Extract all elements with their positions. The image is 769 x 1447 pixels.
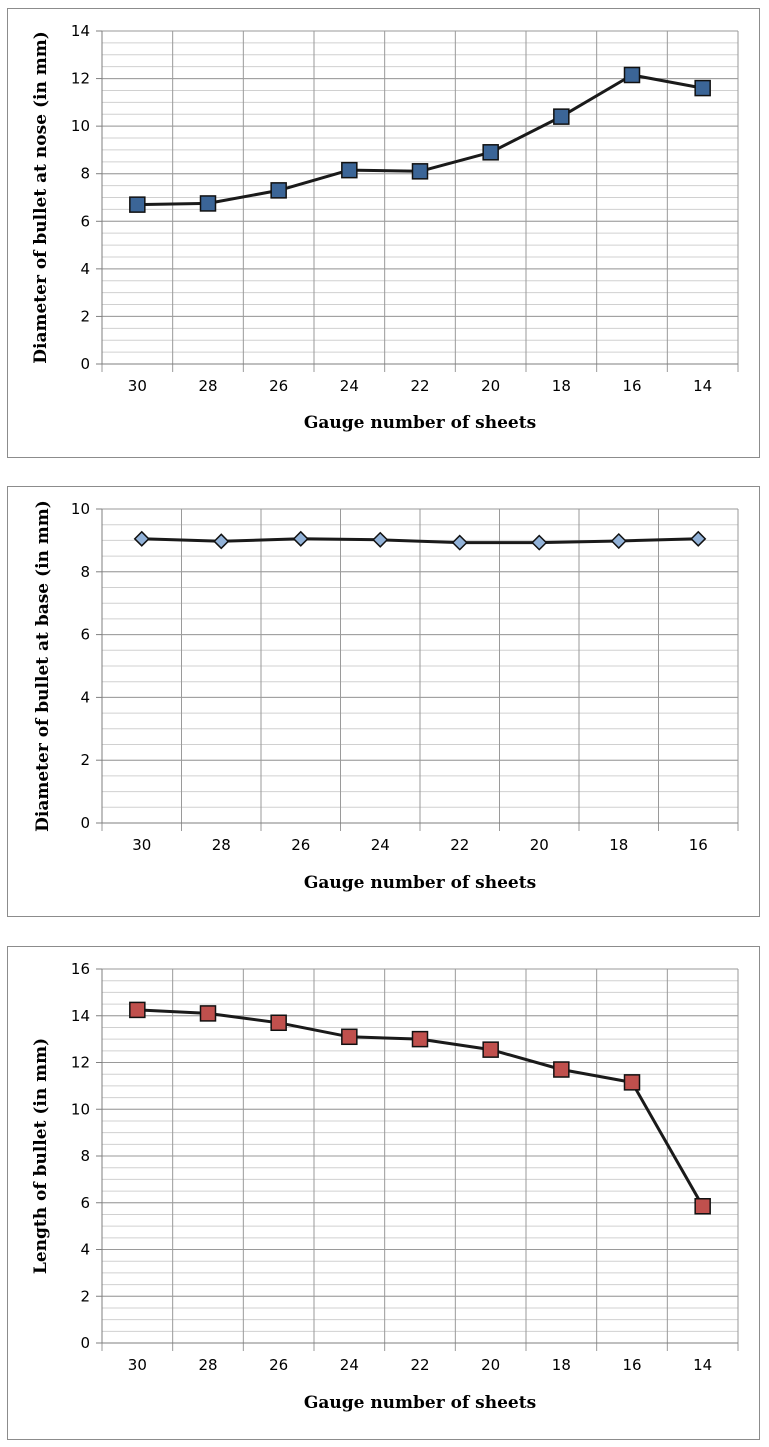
x-tick-label: 30 xyxy=(132,836,151,854)
x-tick-label: 26 xyxy=(269,1356,288,1374)
x-tick-label: 16 xyxy=(622,1356,641,1374)
x-tick-label: 28 xyxy=(198,1356,217,1374)
x-tick-label: 20 xyxy=(530,836,549,854)
y-tick-label: 0 xyxy=(80,355,90,373)
y-tick-label: 2 xyxy=(80,307,90,325)
y-tick-label: 16 xyxy=(71,960,90,978)
data-point xyxy=(694,1198,711,1215)
x-tick-label: 22 xyxy=(410,1356,429,1374)
x-tick-label: 22 xyxy=(410,377,429,395)
major-gridlines xyxy=(102,968,738,1344)
data-point xyxy=(482,144,499,161)
data-point xyxy=(623,66,641,84)
y-tick-label: 8 xyxy=(80,165,90,183)
y-tick-label: 0 xyxy=(80,1334,90,1352)
data-point xyxy=(610,532,627,550)
data-point xyxy=(372,531,389,548)
x-tick-label: 18 xyxy=(552,377,571,395)
y-axis-title: Length of bullet (in mm) xyxy=(31,1038,51,1274)
y-tick-label: 12 xyxy=(71,1054,90,1072)
y-tick-label: 0 xyxy=(80,814,90,832)
data-point xyxy=(129,196,146,213)
x-tick-label: 16 xyxy=(622,377,641,395)
x-tick-label: 30 xyxy=(128,377,147,395)
y-tick-label: 2 xyxy=(80,1287,90,1305)
y-tick-label: 8 xyxy=(80,1147,90,1165)
x-tick-label: 24 xyxy=(340,377,359,395)
y-axis-title: Diameter of bullet at nose (in mm) xyxy=(31,31,51,363)
data-point xyxy=(133,530,150,547)
y-tick-label: 4 xyxy=(80,688,90,706)
data-point xyxy=(129,1001,146,1019)
y-tick-label: 10 xyxy=(71,500,90,518)
y-axis-title: Diameter of bullet at base (in mm) xyxy=(33,500,53,832)
x-tick-label: 14 xyxy=(693,1356,712,1374)
y-tick-label: 14 xyxy=(71,22,90,40)
x-tick-label: 26 xyxy=(269,377,288,395)
data-point xyxy=(411,163,429,180)
data-point xyxy=(690,530,707,547)
y-tick-label: 4 xyxy=(80,260,90,278)
data-point xyxy=(199,1005,217,1022)
y-tick-label: 6 xyxy=(80,212,90,230)
x-tick-label: 28 xyxy=(212,836,231,854)
y-tick-label: 4 xyxy=(80,1241,90,1259)
x-axis-title: Gauge number of sheets xyxy=(304,873,536,893)
data-point xyxy=(270,182,287,199)
data-point xyxy=(292,530,309,547)
x-axis-title: Gauge number of sheets xyxy=(304,1393,536,1413)
data-point xyxy=(213,533,230,550)
x-tick-label: 26 xyxy=(291,836,310,854)
x-tick-label: 18 xyxy=(609,836,628,854)
data-point xyxy=(341,1028,358,1046)
x-tick-label: 22 xyxy=(450,836,469,854)
data-point xyxy=(199,195,217,212)
data-point xyxy=(694,79,711,97)
y-tick-label: 8 xyxy=(80,563,90,581)
y-tick-label: 2 xyxy=(80,751,90,769)
data-point xyxy=(553,108,570,125)
data-point xyxy=(411,1030,429,1048)
data-point xyxy=(531,534,548,551)
data-point xyxy=(270,1014,287,1032)
x-tick-label: 28 xyxy=(198,377,217,395)
x-tick-label: 20 xyxy=(481,1356,500,1374)
series-line xyxy=(141,537,699,545)
x-tick-label: 30 xyxy=(128,1356,147,1374)
y-tick-label: 10 xyxy=(71,1100,90,1118)
y-tick-label: 10 xyxy=(71,117,90,135)
data-point xyxy=(341,161,358,179)
x-axis-title: Gauge number of sheets xyxy=(304,413,536,433)
data-point xyxy=(553,1061,570,1078)
x-tick-label: 24 xyxy=(371,836,390,854)
y-tick-label: 6 xyxy=(80,1194,90,1212)
x-tick-label: 18 xyxy=(552,1356,571,1374)
bullet-length-chart-panel: 0 2 4 6 8 10 12 14 16 30 28 26 24 22 20 18 16 14 Gauge num… xyxy=(7,946,760,1440)
y-tick-label: 6 xyxy=(80,626,90,644)
data-point xyxy=(623,1074,641,1091)
base-diameter-chart-panel: 0 2 4 6 8 10 30 28 26 24 22 20 18 16 Gauge number of s… xyxy=(7,486,760,917)
data-point xyxy=(482,1041,499,1058)
data-point xyxy=(451,534,468,551)
x-tick-label: 20 xyxy=(481,377,500,395)
nose-diameter-chart-panel: 0 2 4 6 8 10 12 14 30 28 26 24 22 20 18 16 14 Gauge numbe… xyxy=(7,8,760,458)
x-tick-label: 24 xyxy=(340,1356,359,1374)
y-tick-label: 12 xyxy=(71,70,90,88)
x-tick-label: 16 xyxy=(689,836,708,854)
x-tick-label: 14 xyxy=(693,377,712,395)
y-tick-label: 14 xyxy=(71,1007,90,1025)
